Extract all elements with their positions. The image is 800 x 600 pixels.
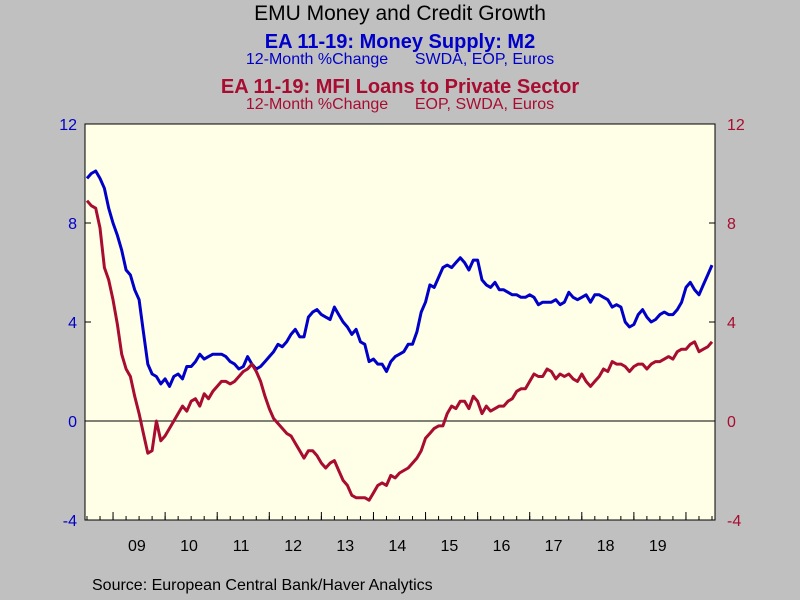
x-tick-label: 09 — [128, 538, 146, 555]
right-y-tick-label: -4 — [727, 513, 741, 530]
left-y-tick-label: 12 — [59, 117, 77, 134]
x-tick-label: 14 — [388, 538, 406, 555]
source-note: Source: European Central Bank/Haver Anal… — [92, 577, 433, 594]
left-y-tick-label: -4 — [63, 513, 77, 530]
x-tick-label: 18 — [597, 538, 615, 555]
x-tick-label: 17 — [545, 538, 563, 555]
x-tick-label: 10 — [180, 538, 198, 555]
x-tick-label: 11 — [233, 538, 250, 555]
plot-area — [84, 123, 716, 521]
x-tick-label: 15 — [441, 538, 459, 555]
series2-title: EA 11-19: MFI Loans to Private Sector — [220, 76, 580, 98]
right-y-tick-label: 0 — [727, 414, 736, 431]
right-y-tick-label: 12 — [727, 117, 745, 134]
series1-title: EA 11-19: Money Supply: M2 — [264, 31, 536, 53]
series-line-m2 — [85, 169, 714, 388]
series-line-loans — [85, 199, 714, 502]
x-tick-label: 19 — [649, 538, 667, 555]
x-tick-label: 12 — [284, 538, 302, 555]
chart-title: EMU Money and Credit Growth — [254, 2, 546, 25]
left-y-tick-label: 4 — [68, 315, 77, 332]
series2-subtitle: 12-Month %Change EOP, SWDA, Euros — [245, 96, 555, 113]
left-y-tick-label: 8 — [68, 216, 77, 233]
right-y-tick-label: 4 — [727, 315, 736, 332]
series1-subtitle: 12-Month %Change SWDA, EOP, Euros — [245, 51, 555, 68]
x-tick-label: 13 — [336, 538, 354, 555]
x-tick-label: 16 — [493, 538, 511, 555]
left-y-tick-label: 0 — [68, 414, 77, 431]
right-y-tick-label: 8 — [727, 216, 736, 233]
